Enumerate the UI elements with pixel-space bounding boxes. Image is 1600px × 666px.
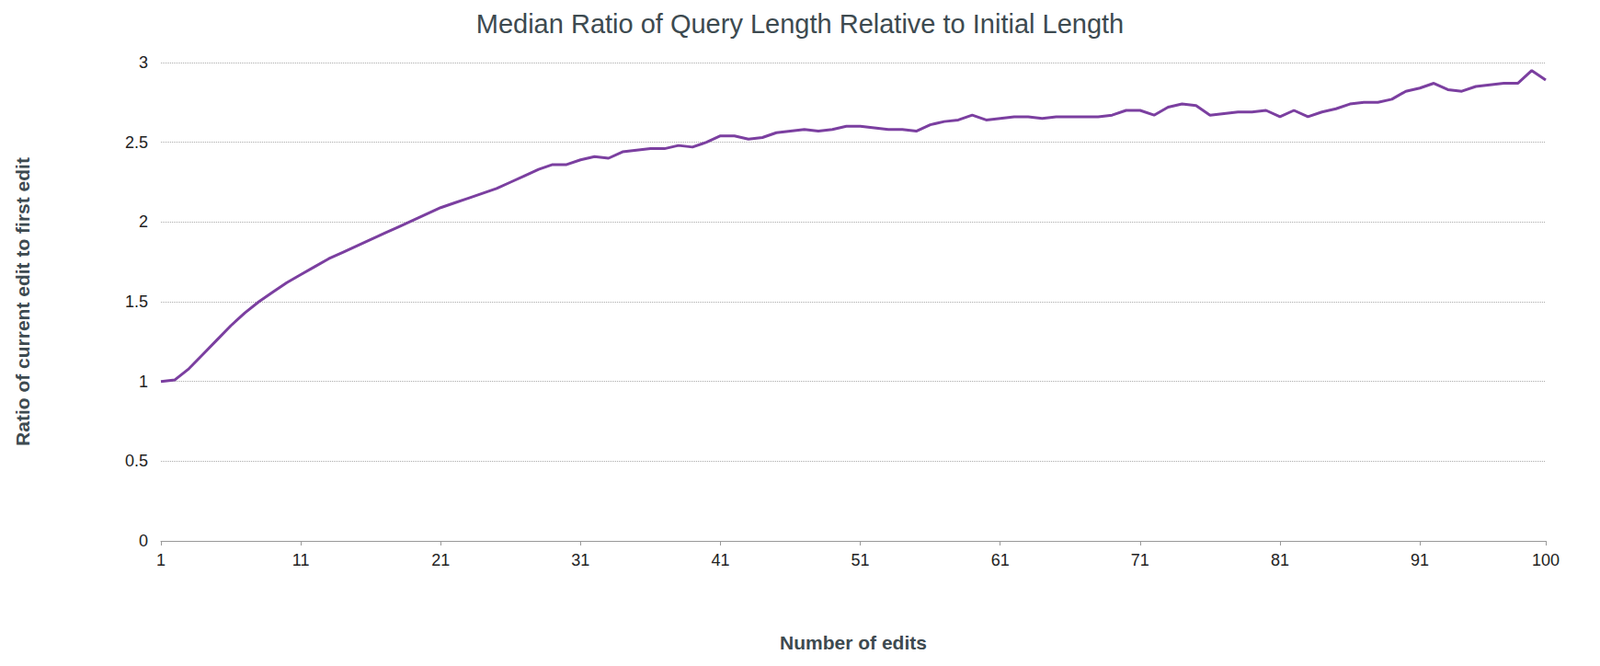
svg-text:0.5: 0.5 [125,451,149,470]
svg-text:61: 61 [991,550,1010,570]
svg-text:71: 71 [1131,550,1150,570]
svg-text:1: 1 [138,372,149,391]
svg-text:Ratio of current edit to first: Ratio of current edit to first edit [11,157,34,446]
svg-text:Number of edits: Number of edits [779,631,927,653]
svg-text:81: 81 [1270,550,1290,570]
svg-text:0: 0 [138,531,149,550]
svg-text:1: 1 [156,550,166,570]
svg-text:51: 51 [851,550,870,570]
svg-text:2.5: 2.5 [125,133,149,152]
svg-text:91: 91 [1410,550,1429,570]
svg-text:3: 3 [138,53,149,72]
svg-text:11: 11 [292,550,310,570]
svg-text:21: 21 [431,550,450,570]
svg-text:Median Ratio of Query Length R: Median Ratio of Query Length Relative to… [476,9,1124,39]
svg-text:1.5: 1.5 [125,292,149,311]
svg-text:31: 31 [571,550,590,570]
svg-text:2: 2 [138,212,149,231]
svg-text:41: 41 [710,550,730,570]
svg-text:100: 100 [1531,550,1560,570]
